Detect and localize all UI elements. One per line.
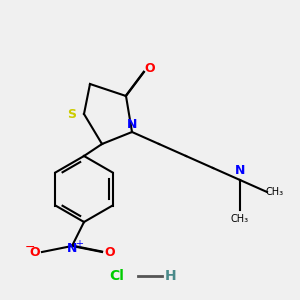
Text: O: O xyxy=(104,245,115,259)
Text: −: − xyxy=(25,241,35,254)
Text: O: O xyxy=(29,245,40,259)
Text: N: N xyxy=(127,118,137,131)
Text: N: N xyxy=(235,164,245,178)
Text: CH₃: CH₃ xyxy=(231,214,249,224)
Text: CH₃: CH₃ xyxy=(266,187,284,197)
Text: O: O xyxy=(145,62,155,76)
Text: Cl: Cl xyxy=(110,269,124,283)
Text: N: N xyxy=(67,242,77,256)
Text: H: H xyxy=(165,269,177,283)
Text: S: S xyxy=(68,107,76,121)
Text: +: + xyxy=(76,238,83,249)
